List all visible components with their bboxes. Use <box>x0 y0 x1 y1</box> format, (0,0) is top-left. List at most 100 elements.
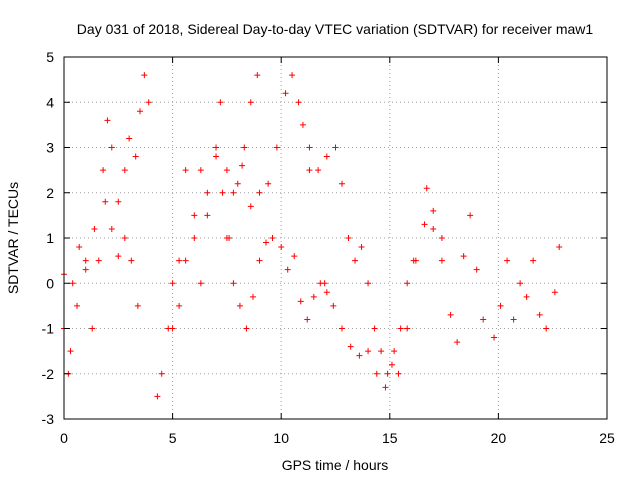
data-point <box>176 302 183 309</box>
data-point <box>126 135 133 142</box>
data-point <box>137 108 144 115</box>
data-point <box>299 121 306 128</box>
data-point <box>306 167 313 174</box>
data-point <box>447 311 454 318</box>
data-point <box>69 280 76 287</box>
data-point <box>219 189 226 196</box>
data-point <box>304 316 311 323</box>
data-point <box>197 280 204 287</box>
data-point <box>543 325 550 332</box>
data-point <box>510 316 517 323</box>
data-point <box>345 235 352 241</box>
data-point <box>74 302 81 309</box>
data-point <box>128 257 135 264</box>
data-point <box>517 280 524 287</box>
chart-title: Day 031 of 2018, Sidereal Day-to-day VTE… <box>77 21 594 37</box>
data-point <box>230 280 237 287</box>
data-point <box>269 235 276 241</box>
data-point <box>284 266 291 273</box>
x-tick-label: 0 <box>60 430 68 446</box>
data-point <box>256 189 263 196</box>
data-point <box>265 180 272 187</box>
series-track-h <box>423 185 487 346</box>
y-tick-label: 5 <box>46 49 54 65</box>
data-point <box>323 289 330 296</box>
data-point <box>145 99 152 106</box>
data-point <box>473 266 480 273</box>
data-point <box>289 72 296 79</box>
data-point <box>243 325 250 332</box>
x-tick-label: 5 <box>169 430 177 446</box>
data-point <box>236 302 243 309</box>
data-point <box>460 253 467 260</box>
data-point <box>412 257 419 264</box>
data-point <box>262 239 269 246</box>
y-tick-labels: -3 -2 -1 0 1 2 3 4 5 <box>42 49 55 427</box>
y-tick-label: 2 <box>46 185 54 201</box>
axis-ticks <box>63 56 608 420</box>
data-point <box>491 334 498 341</box>
data-point <box>121 167 128 174</box>
y-tick-label: 4 <box>46 94 54 110</box>
data-point <box>256 257 263 264</box>
y-axis-label: SDTVAR / TECUs <box>5 182 21 294</box>
series-track-i <box>491 244 563 341</box>
data-point <box>315 167 322 174</box>
data-point <box>321 280 328 287</box>
grid-layer <box>64 57 607 419</box>
data-point <box>204 189 211 196</box>
data-point <box>497 302 504 309</box>
data-point <box>213 144 220 151</box>
data-point <box>291 253 298 260</box>
data-point <box>213 153 220 160</box>
x-tick-label: 10 <box>273 430 289 446</box>
data-point <box>278 244 285 251</box>
data-point <box>121 235 128 241</box>
data-point <box>404 280 411 287</box>
data-point <box>108 225 115 232</box>
data-point <box>536 311 543 318</box>
data-point <box>523 293 530 300</box>
data-point <box>339 180 346 187</box>
data-point <box>556 244 563 251</box>
data-point <box>438 235 445 241</box>
data-point <box>176 257 183 264</box>
data-point <box>239 162 246 169</box>
data-point <box>358 244 365 251</box>
y-tick-label: -3 <box>42 411 55 427</box>
data-point <box>82 266 89 273</box>
data-point <box>310 293 317 300</box>
data-point <box>191 235 198 241</box>
data-point <box>395 370 402 377</box>
data-point <box>404 325 411 332</box>
series-track-e <box>223 235 330 332</box>
data-point <box>230 189 237 196</box>
data-point <box>378 348 385 355</box>
data-point <box>154 393 161 400</box>
data-point <box>247 99 254 106</box>
x-tick-label: 25 <box>599 430 615 446</box>
data-point <box>371 325 378 332</box>
data-point <box>397 325 404 332</box>
data-point <box>100 167 107 174</box>
data-point <box>454 339 461 346</box>
data-point <box>234 180 241 187</box>
series-track-g <box>321 207 445 391</box>
data-point <box>102 198 109 205</box>
data-point <box>76 244 83 251</box>
data-marks <box>61 72 563 400</box>
y-tick-label: 0 <box>46 275 54 291</box>
data-point <box>295 99 302 106</box>
data-point <box>249 293 256 300</box>
data-point <box>182 167 189 174</box>
data-point <box>282 90 289 97</box>
data-point <box>388 361 395 368</box>
data-point <box>182 257 189 264</box>
data-point <box>430 207 437 214</box>
data-point <box>373 370 380 377</box>
data-point <box>223 167 230 174</box>
x-tick-labels: 0 5 10 15 20 25 <box>60 430 615 446</box>
data-point <box>323 153 330 160</box>
